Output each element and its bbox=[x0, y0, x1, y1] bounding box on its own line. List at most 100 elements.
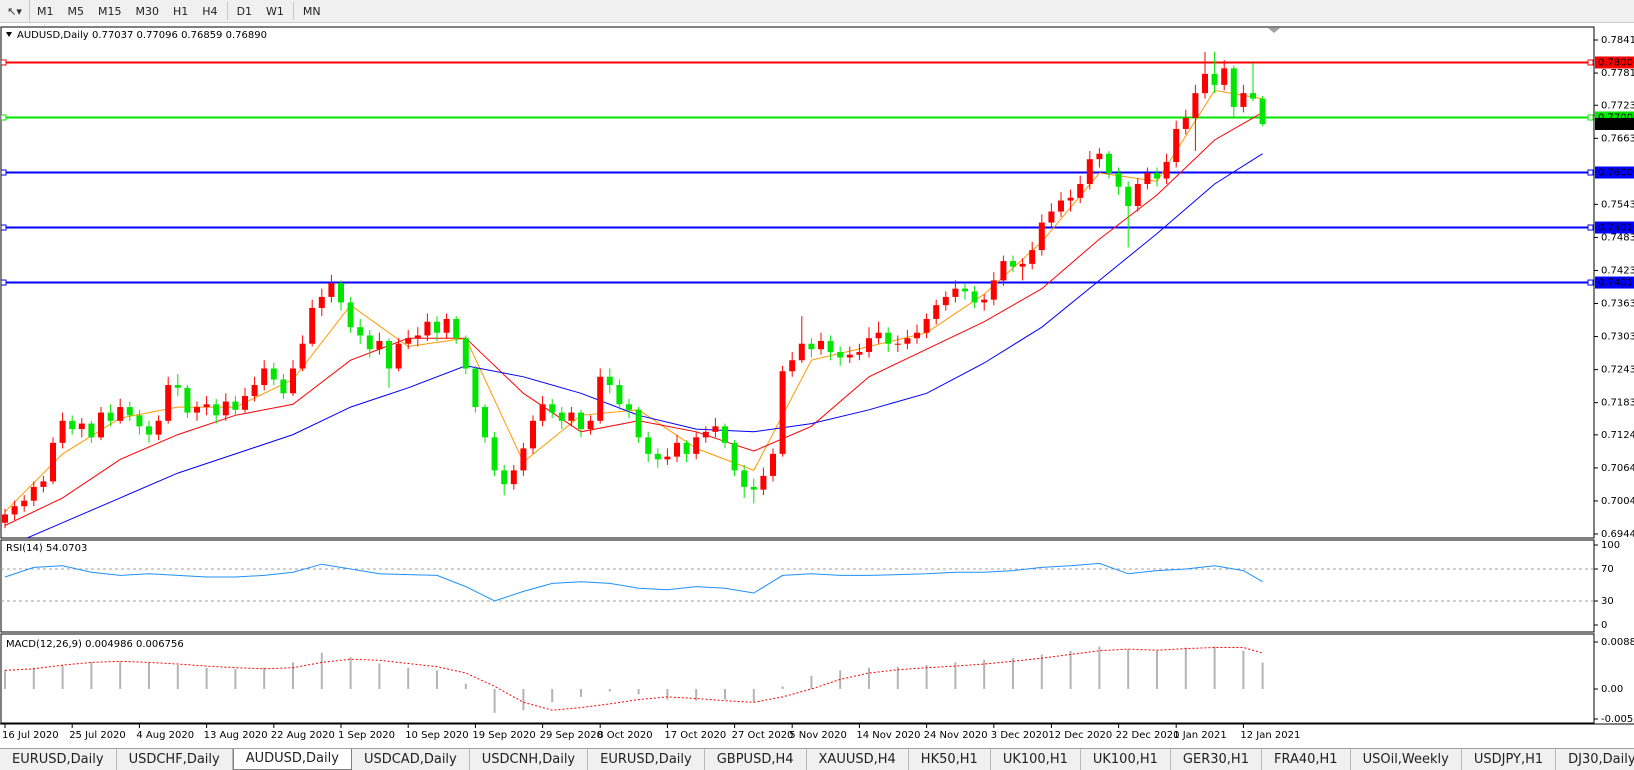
candle-body bbox=[530, 420, 536, 449]
candle-body bbox=[674, 442, 680, 457]
x-tick-label: 8 Oct 2020 bbox=[597, 730, 652, 741]
chart-tab[interactable]: XAUUSD,H4 bbox=[807, 749, 909, 770]
y-tick-label: 0.00884 bbox=[1601, 637, 1634, 648]
x-tick-label: 25 Jul 2020 bbox=[69, 730, 126, 741]
chart-tab[interactable]: GBPUSD,H4 bbox=[705, 749, 807, 770]
timeframe-button[interactable]: D1 bbox=[236, 4, 253, 18]
timeframe-button[interactable]: MN bbox=[302, 4, 321, 18]
candle-body bbox=[914, 332, 920, 339]
macd-histogram-bar bbox=[983, 659, 986, 689]
candle-body bbox=[798, 343, 805, 361]
macd-signal-line bbox=[4, 647, 1263, 711]
macd-histogram-bar bbox=[580, 688, 582, 697]
candle-body bbox=[616, 385, 623, 405]
y-tick-label: 0 bbox=[1601, 620, 1607, 631]
macd-histogram-bar bbox=[292, 662, 294, 689]
symbol-menu-arrow[interactable] bbox=[6, 32, 12, 37]
chart-area: AUDUSD,Daily 0.77037 0.77096 0.76859 0.7… bbox=[0, 26, 1634, 741]
candle-body bbox=[165, 385, 172, 421]
level-handle bbox=[1587, 169, 1594, 176]
chart-tab[interactable]: USDCNH,Daily bbox=[470, 749, 589, 770]
x-tick-label: 24 Nov 2020 bbox=[924, 730, 988, 741]
chart-tab[interactable]: USDCHF,Daily bbox=[117, 749, 233, 770]
last-price-label: 0.76890 bbox=[1598, 119, 1634, 130]
candle-body bbox=[443, 318, 450, 333]
macd-histogram-bar bbox=[1127, 649, 1130, 689]
chart-tab[interactable]: USOil,Weekly bbox=[1351, 749, 1462, 770]
chart-tab[interactable]: FRA40,H1 bbox=[1262, 749, 1351, 770]
candle-body bbox=[174, 385, 181, 388]
macd-histogram-bar bbox=[1069, 650, 1072, 689]
level-label: 0.78007 bbox=[1598, 57, 1634, 68]
chart-tab[interactable]: GER30,H1 bbox=[1171, 749, 1262, 770]
chart-quote: 0.77037 0.77096 0.76859 0.76890 bbox=[92, 30, 267, 41]
candle-body bbox=[395, 343, 402, 369]
chart-tab[interactable]: DJ30,Daily bbox=[1556, 749, 1634, 770]
candle-body bbox=[1134, 184, 1141, 207]
candle-body bbox=[280, 379, 287, 394]
candle-body bbox=[1144, 173, 1151, 185]
candle-body bbox=[2, 514, 8, 523]
chart-tab[interactable]: EURUSD,Daily bbox=[0, 749, 117, 770]
chart-tab[interactable]: UK100,H1 bbox=[991, 749, 1081, 770]
macd-histogram-bar bbox=[1261, 662, 1264, 689]
candle-body bbox=[1058, 200, 1064, 212]
macd-histogram-bar bbox=[608, 688, 611, 692]
macd-histogram-bar bbox=[551, 688, 554, 703]
candle-body bbox=[69, 420, 76, 430]
candle-body bbox=[434, 321, 440, 333]
candle-body bbox=[78, 423, 85, 430]
candle-body bbox=[1173, 128, 1180, 162]
timeframe-button[interactable]: H1 bbox=[173, 4, 189, 18]
candle-body bbox=[299, 343, 306, 369]
candle-body bbox=[846, 354, 853, 358]
candle-body bbox=[357, 327, 364, 336]
macd-histogram-bar bbox=[724, 688, 726, 700]
candle-body bbox=[558, 412, 565, 421]
chart-tab[interactable]: HK50,H1 bbox=[909, 749, 991, 770]
candle-body bbox=[30, 486, 37, 501]
macd-histogram-bar bbox=[868, 667, 870, 689]
timeframe-button[interactable]: M1 bbox=[37, 4, 54, 18]
candle-body bbox=[194, 407, 200, 413]
candle-body bbox=[1019, 263, 1026, 267]
candle-body bbox=[251, 385, 258, 397]
x-tick-label: 12 Jan 2021 bbox=[1240, 730, 1300, 741]
candle-body bbox=[136, 415, 143, 427]
candle-body bbox=[462, 338, 469, 369]
candle-body bbox=[750, 486, 757, 490]
candle-body bbox=[606, 376, 613, 386]
timeframe-button[interactable]: M5 bbox=[67, 4, 85, 18]
candle-body bbox=[626, 404, 632, 410]
drawing-tool-button[interactable]: ↖▾ bbox=[0, 0, 30, 22]
candle-body bbox=[1259, 98, 1266, 124]
chart-title: AUDUSD,Daily bbox=[17, 30, 89, 41]
timeframe-button[interactable]: H4 bbox=[202, 4, 218, 18]
candle-body bbox=[1106, 153, 1112, 173]
macd-histogram-bar bbox=[119, 661, 122, 689]
candle-body bbox=[875, 332, 882, 339]
timeframe-button[interactable]: M15 bbox=[98, 4, 122, 18]
timeframe-button[interactable]: W1 bbox=[266, 4, 284, 18]
x-tick-label: 22 Aug 2020 bbox=[271, 730, 335, 741]
candle-body bbox=[1038, 222, 1045, 251]
candle-body bbox=[213, 404, 220, 416]
chart-tab[interactable]: UK100,H1 bbox=[1081, 749, 1171, 770]
candle-body bbox=[971, 291, 978, 303]
candle-body bbox=[59, 420, 66, 443]
chart-tab[interactable]: USDJPY,H1 bbox=[1462, 749, 1557, 770]
macd-histogram-bar bbox=[896, 666, 899, 689]
rsi-panel bbox=[0, 539, 1595, 633]
candle-body bbox=[1221, 68, 1228, 85]
chart-tab[interactable]: USDCAD,Daily bbox=[352, 749, 470, 770]
chart-tabs: EURUSD,Daily USDCHF,Daily AUDUSD,Daily USDC… bbox=[0, 748, 1634, 770]
candle-body bbox=[1048, 211, 1055, 223]
chart-tab[interactable]: EURUSD,Daily bbox=[588, 749, 705, 770]
chart-tab[interactable]: AUDUSD,Daily bbox=[232, 749, 352, 770]
timeframe-button[interactable]: M30 bbox=[135, 4, 160, 18]
candle-body bbox=[1115, 173, 1122, 187]
